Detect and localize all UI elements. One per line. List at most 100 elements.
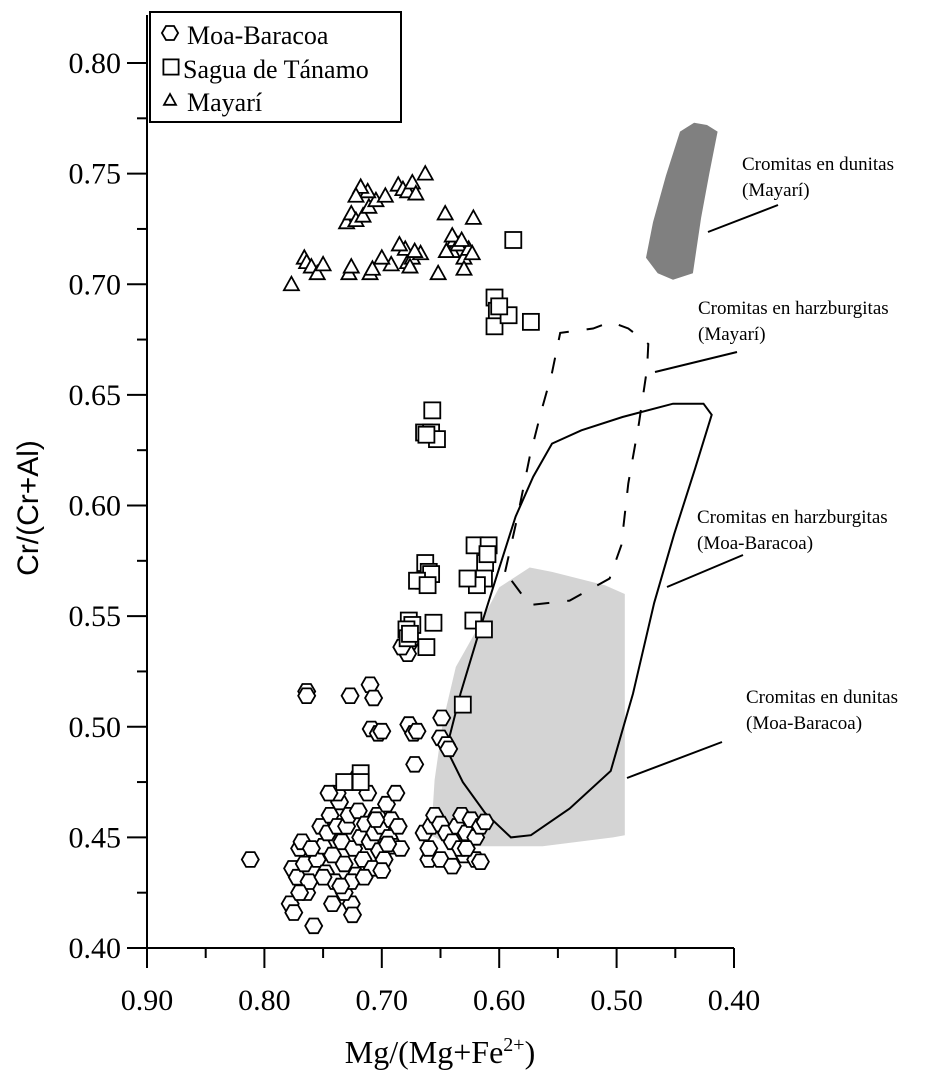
data-point-moa-baracoa [331, 877, 351, 895]
x-tick-label: 0.60 [473, 984, 526, 1017]
data-point-sagua-de-tanamo [424, 613, 443, 632]
data-point-moa-baracoa [284, 904, 304, 921]
annotation-dunitas-mayari-line1: Cromitas en dunitas [742, 154, 894, 175]
data-point-moa-baracoa [470, 853, 490, 870]
legend-label-moa-baracoa: Moa-Baracoa [187, 21, 329, 50]
x-axis-title-main: Mg/(Mg+Fe [345, 1034, 504, 1070]
x-axis-title-superscript: 2+ [503, 1034, 524, 1056]
data-point-mayari [463, 243, 482, 261]
data-point-sagua-de-tanamo [490, 297, 509, 316]
data-point-sagua-de-tanamo [351, 773, 370, 791]
data-point-mayari [308, 263, 327, 281]
data-point-mayari [353, 206, 373, 223]
data-point-sagua-de-tanamo [418, 576, 437, 595]
data-point-moa-baracoa [340, 687, 360, 704]
data-point-moa-baracoa [313, 868, 333, 886]
data-point-moa-baracoa [405, 756, 425, 773]
data-point-sagua-de-tanamo [401, 624, 419, 643]
data-point-moa-baracoa [372, 862, 392, 879]
data-point-moa-baracoa [342, 906, 363, 924]
data-point-sagua-de-tanamo [335, 773, 354, 791]
y-tick-label: 0.50 [69, 711, 122, 744]
annotation-dunitas-moa-line1: Cromitas en dunitas [746, 687, 898, 708]
y-tick-label: 0.65 [69, 379, 122, 412]
data-point-moa-baracoa [378, 835, 398, 853]
data-point-moa-baracoa [319, 784, 339, 802]
x-tick-label: 0.70 [356, 984, 409, 1017]
data-point-mayari [363, 259, 382, 276]
leader-harzburgitas-moa [666, 554, 744, 588]
x-tick-label: 0.80 [238, 984, 291, 1017]
legend-label-mayari: Mayarí [187, 88, 262, 117]
annotation-harzburgitas-moa-line1: Cromitas en harzburgitas [697, 507, 888, 528]
data-point-moa-baracoa [240, 851, 260, 868]
leader-dunitas-moa [626, 741, 723, 779]
x-axis-title-end: ) [525, 1034, 536, 1070]
annotations-layer: Cromitas en dunitas (Mayarí) Cromitas en… [626, 154, 898, 779]
legend-marker-triangle [162, 92, 178, 106]
data-point-mayari [443, 226, 462, 243]
data-point-mayari [464, 208, 483, 225]
data-point-sagua-de-tanamo [417, 638, 436, 656]
region-cromitas-en-harzburgitas-mayar [504, 320, 650, 607]
data-point-mayari [342, 257, 361, 274]
data-point-sagua-de-tanamo [521, 312, 540, 331]
y-tick-label: 0.40 [69, 932, 122, 965]
points-layer [240, 164, 540, 935]
data-point-moa-baracoa [297, 687, 317, 704]
data-point-moa-baracoa [407, 722, 427, 740]
data-point-moa-baracoa [290, 884, 310, 901]
x-axis-title: Mg/(Mg+Fe2+) [345, 1034, 535, 1070]
annotation-harzburgitas-mayari-line1: Cromitas en harzburgitas [698, 298, 889, 319]
data-point-moa-baracoa [322, 895, 343, 912]
data-point-mayari [314, 254, 333, 272]
legend: Moa-Baracoa Sagua de Tánamo Mayarí [149, 11, 402, 123]
data-point-sagua-de-tanamo [417, 425, 436, 444]
data-point-sagua-de-tanamo [504, 231, 523, 249]
region-cromitas-en-harzburgitas-moa-baracoa [445, 402, 713, 839]
data-point-moa-baracoa [372, 722, 392, 740]
data-point-moa-baracoa [366, 811, 386, 828]
annotation-dunitas-mayari-line2: (Mayarí) [742, 180, 810, 201]
data-point-moa-baracoa [439, 740, 459, 758]
region-cromitas-en-dunitas-mayar [646, 122, 718, 280]
data-point-mayari [429, 263, 448, 281]
data-point-mayari [454, 259, 474, 276]
data-point-moa-baracoa [354, 868, 374, 886]
data-point-mayari [346, 186, 366, 203]
data-point-moa-baracoa [364, 689, 384, 707]
data-point-moa-baracoa [334, 855, 354, 873]
legend-marker-hexagon [160, 25, 180, 41]
data-point-sagua-de-tanamo [475, 620, 493, 639]
axis-titles: Mg/(Mg+Fe2+) Cr/(Cr+Al) [12, 440, 535, 1070]
regions-layer [431, 122, 718, 847]
leader-harzburgitas-mayari [654, 351, 738, 373]
data-point-sagua-de-tanamo [478, 545, 497, 564]
data-point-moa-baracoa [386, 784, 406, 802]
y-tick-label: 0.55 [69, 600, 122, 633]
data-point-mayari [403, 173, 422, 190]
y-tick-label: 0.80 [69, 47, 122, 80]
data-point-moa-baracoa [388, 818, 408, 835]
data-point-sagua-de-tanamo [423, 401, 442, 420]
x-tick-label: 0.50 [590, 984, 643, 1017]
annotation-harzburgitas-mayari-line2: (Mayarí) [698, 324, 766, 345]
leader-dunitas-mayari [707, 204, 779, 233]
y-tick-label: 0.45 [69, 821, 122, 854]
data-point-moa-baracoa [442, 857, 462, 875]
data-point-mayari [437, 241, 456, 258]
data-point-mayari [372, 248, 391, 265]
data-point-moa-baracoa [456, 840, 476, 857]
y-tick-label: 0.70 [69, 268, 122, 301]
y-tick-label: 0.75 [69, 158, 122, 191]
x-tick-label: 0.40 [708, 984, 761, 1017]
data-point-sagua-de-tanamo [485, 317, 504, 336]
data-point-mayari [376, 186, 395, 203]
data-point-moa-baracoa [432, 709, 452, 727]
data-point-moa-baracoa [301, 840, 321, 857]
data-point-mayari [405, 241, 424, 258]
data-point-mayari [390, 235, 409, 252]
data-point-mayari [282, 274, 301, 292]
annotation-dunitas-moa-line2: (Moa-Baracoa) [746, 713, 862, 734]
